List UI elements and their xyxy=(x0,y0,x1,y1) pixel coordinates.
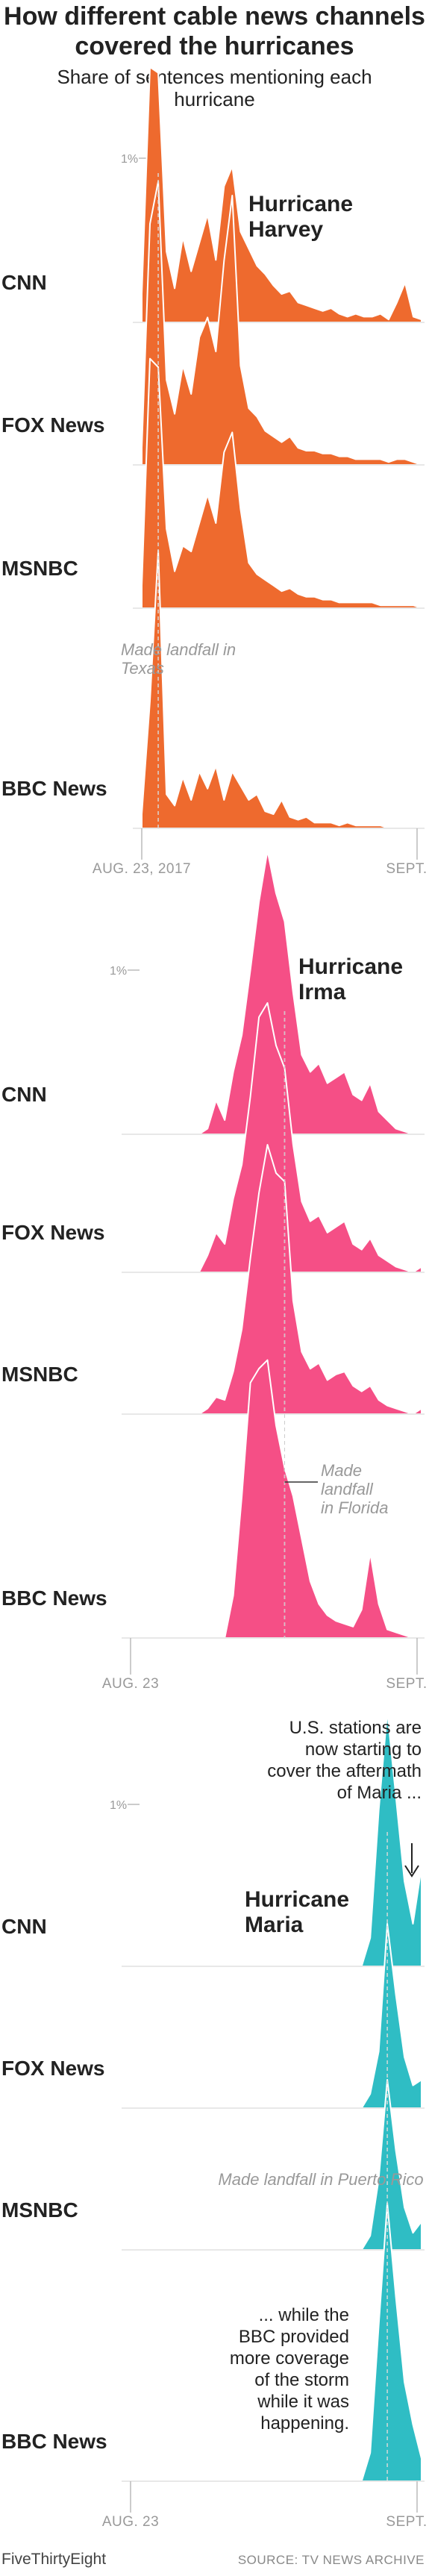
area-hurricane-harvey-fox-news xyxy=(141,181,422,466)
x-tick-label-start: AUG. 23, 2017 xyxy=(93,861,191,877)
annotation-bbc: of the storm xyxy=(254,2370,349,2390)
landfall-label: Texas xyxy=(121,659,164,678)
series-label: FOX News xyxy=(1,2057,104,2080)
area-hurricane-harvey-msnbc xyxy=(141,357,422,609)
annotation-us-stations: cover the aftermath xyxy=(267,1761,422,1781)
x-tick-label-start: AUG. 23 xyxy=(102,1676,159,1692)
title-block: How different cable news channels covere… xyxy=(0,0,429,110)
hurricane-title: Maria xyxy=(245,1913,304,1937)
landfall-label: Made landfall in xyxy=(121,640,236,659)
hurricane-title: Harvey xyxy=(248,217,323,242)
landfall-label: Made landfall in Puerto Rico xyxy=(218,2170,423,2189)
footer-brand: FiveThirtyEight xyxy=(1,2551,107,2568)
area-hurricane-harvey-bbc-news xyxy=(141,549,422,829)
hurricane-title: Hurricane xyxy=(298,954,403,979)
annotation-us-stations: of Maria ... xyxy=(337,1783,422,1803)
area-hurricane-harvey-cnn xyxy=(141,66,422,323)
series-label: BBC News xyxy=(1,1586,107,1610)
series-label: BBC News xyxy=(1,777,107,800)
chart-subtitle: Share of sentences mentioning each hurri… xyxy=(57,66,372,110)
x-tick-label-end: SEPT. 25 xyxy=(386,1676,429,1692)
hurricane-title: Hurricane xyxy=(245,1887,349,1912)
series-label: FOX News xyxy=(1,413,104,437)
area-hurricane-irma-msnbc xyxy=(130,1144,422,1415)
annotation-us-stations: now starting to xyxy=(305,1739,422,1760)
series-label: MSNBC xyxy=(1,1363,78,1386)
y-tick-label: 1% xyxy=(110,1799,127,1812)
annotation-bbc: ... while the xyxy=(259,2305,349,2325)
y-tick-label: 1% xyxy=(121,153,138,166)
annotation-us-stations: U.S. stations are xyxy=(289,1718,422,1738)
x-tick-label-end: SEPT. 25 xyxy=(386,2514,429,2530)
landfall-label: landfall xyxy=(321,1480,374,1498)
series-label: BBC News xyxy=(1,2430,107,2453)
series-label: CNN xyxy=(1,1915,47,1938)
hurricane-title: Hurricane xyxy=(248,192,353,216)
annotation-bbc: BBC provided xyxy=(239,2327,349,2347)
series-label: MSNBC xyxy=(1,2198,78,2222)
landfall-label: in Florida xyxy=(321,1498,388,1517)
annotation-arrow-head xyxy=(404,1865,419,1878)
annotation-bbc: more coverage xyxy=(230,2348,349,2369)
series-label: FOX News xyxy=(1,1221,104,1244)
x-tick-label-end: SEPT. 25 xyxy=(386,861,429,877)
series-label: MSNBC xyxy=(1,557,78,580)
series-label: CNN xyxy=(1,1083,47,1106)
landfall-label: Made xyxy=(321,1461,362,1480)
footer-source: SOURCE: TV NEWS ARCHIVE xyxy=(237,2553,425,2567)
x-tick-label-start: AUG. 23 xyxy=(102,2514,159,2530)
annotation-bbc: happening. xyxy=(260,2413,349,2433)
hurricane-title: Irma xyxy=(298,980,346,1004)
series-label: CNN xyxy=(1,271,47,294)
annotation-bbc: while it was xyxy=(257,2392,349,2412)
chart-title: How different cable news channels covere… xyxy=(4,2,425,60)
y-tick-label: 1% xyxy=(110,965,127,978)
